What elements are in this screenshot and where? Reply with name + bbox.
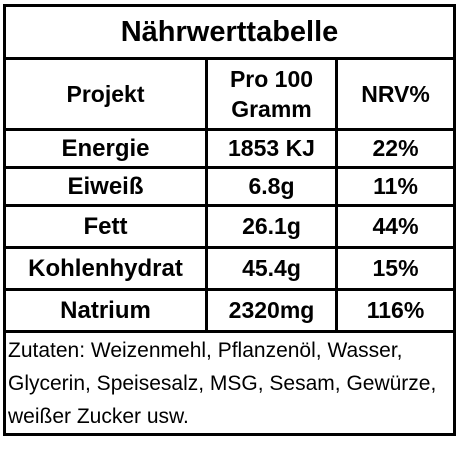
table-row: Fett 26.1g 44%: [3, 204, 456, 249]
table-title: Nährwerttabelle: [2, 4, 456, 60]
cell: 26.1g: [205, 204, 338, 249]
cell: 15%: [334, 246, 456, 291]
cell: Kohlenhydrat: [3, 246, 208, 291]
nutrition-table: Nährwerttabelle Projekt Pro 100 Gramm NR…: [2, 4, 456, 436]
cell: 2320mg: [205, 288, 338, 333]
header-cell: Projekt: [3, 57, 208, 131]
header-cell: Pro 100 Gramm: [205, 57, 338, 131]
cell: 1853 KJ: [205, 128, 338, 169]
table-row: Kohlenhydrat 45.4g 15%: [3, 246, 456, 291]
cell: 22%: [334, 128, 456, 169]
cell: 116%: [334, 288, 456, 333]
ingredients: Zutaten: Weizenmehl, Pflanzenöl, Wasser,…: [2, 330, 456, 436]
ingredients-row: Zutaten: Weizenmehl, Pflanzenöl, Wasser,…: [2, 330, 456, 436]
cell: 44%: [334, 204, 456, 249]
cell: Natrium: [3, 288, 208, 333]
table-row: Eiweiß 6.8g 11%: [3, 166, 456, 207]
header-row: Projekt Pro 100 Gramm NRV%: [3, 57, 456, 131]
title-row: Nährwerttabelle: [2, 4, 456, 60]
cell: Eiweiß: [3, 166, 208, 207]
cell: Fett: [3, 204, 208, 249]
header-cell: NRV%: [334, 57, 456, 131]
table-row: Energie 1853 KJ 22%: [3, 128, 456, 169]
cell: 6.8g: [205, 166, 338, 207]
cell: 11%: [334, 166, 456, 207]
table-row: Natrium 2320mg 116%: [3, 288, 456, 333]
cell: 45.4g: [205, 246, 338, 291]
cell: Energie: [3, 128, 208, 169]
